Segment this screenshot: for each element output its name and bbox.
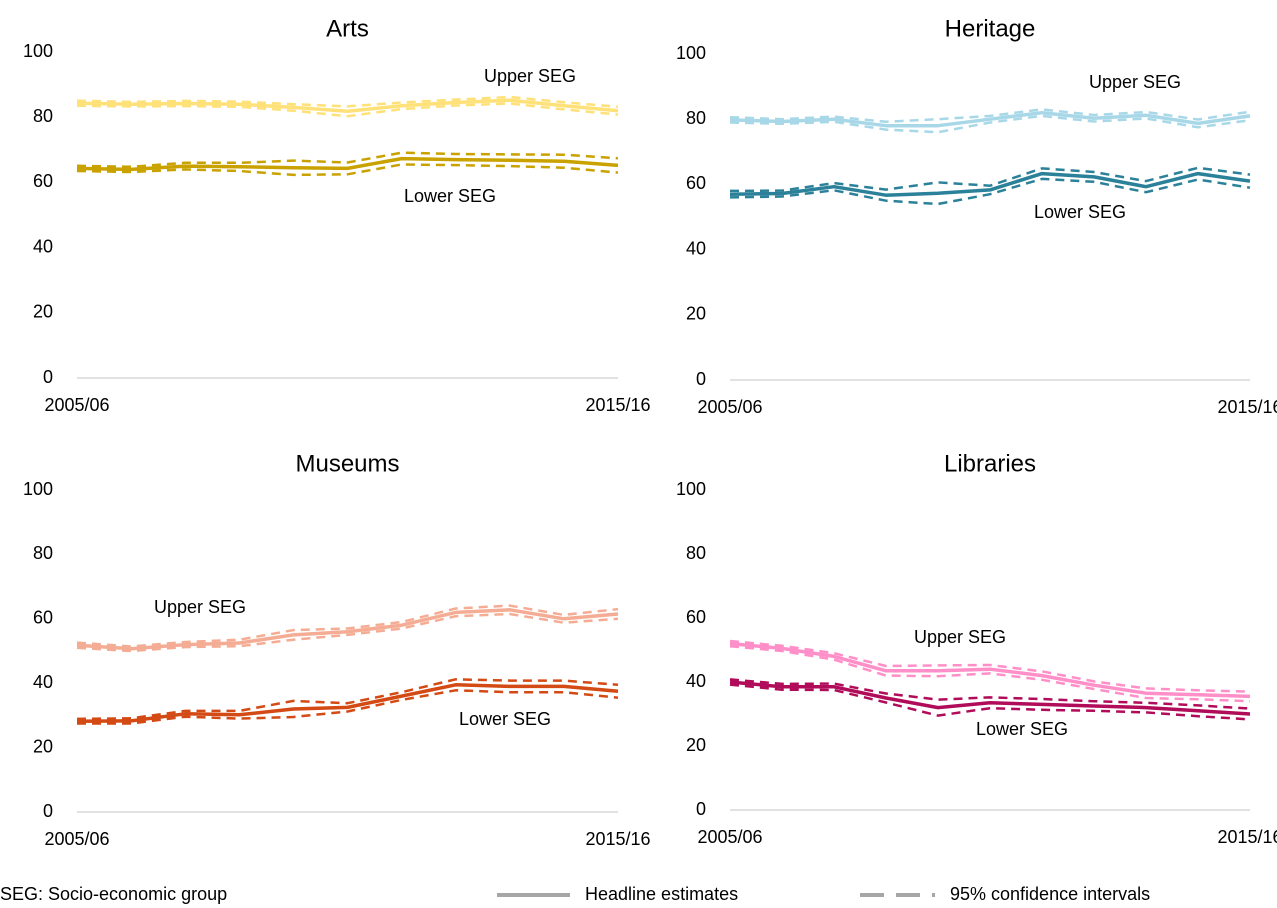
y-tick-label: 40 [686,238,706,258]
y-tick-label: 100 [23,41,53,61]
series-label: Lower SEG [976,719,1068,739]
ci-line [76,678,619,721]
y-tick-label: 20 [33,736,53,756]
ci-line [77,689,619,725]
series-line [76,608,619,651]
chart-title: Libraries [944,450,1036,477]
y-tick-label: 60 [686,173,706,193]
y-tick-label: 40 [686,671,706,691]
y-tick-label: 80 [686,543,706,563]
y-tick-label: 20 [686,735,706,755]
series-line [76,98,619,114]
series-line [729,110,1251,128]
y-tick-label: 100 [676,479,706,499]
y-tick-label: 0 [696,369,706,389]
ci-line [76,102,619,118]
ci-line [76,163,619,177]
y-tick-label: 0 [696,799,706,819]
x-tick-label: 2005/06 [44,829,109,849]
x-tick-label: 2015/16 [1217,397,1277,417]
series-label: Upper SEG [484,66,576,86]
y-tick-label: 40 [33,236,53,256]
series-label: Upper SEG [154,597,246,617]
ci-line [729,114,1251,134]
x-tick-label: 2015/16 [585,395,650,415]
y-tick-label: 60 [33,171,53,191]
ci-line [76,604,619,648]
ci-line [76,95,619,109]
y-tick-label: 20 [33,302,53,322]
series-label: Upper SEG [1089,72,1181,92]
ci-line [729,644,1251,703]
x-tick-label: 2015/16 [1217,827,1277,847]
legend-label: 95% confidence intervals [950,884,1150,904]
series-line [76,683,619,723]
ci-line [729,639,1251,693]
ci-line [729,683,1251,721]
x-tick-label: 2005/06 [697,397,762,417]
ci-line [729,678,1251,710]
series-line [729,171,1251,197]
chart-title: Museums [295,450,399,477]
ci-line [76,151,619,169]
chart-title: Arts [326,15,369,42]
y-tick-label: 40 [33,672,53,692]
series-line [729,680,1251,716]
y-tick-label: 60 [33,608,53,628]
y-tick-label: 100 [676,43,706,63]
y-tick-label: 0 [43,801,53,821]
x-tick-label: 2005/06 [697,827,762,847]
y-tick-label: 80 [33,106,53,126]
y-tick-label: 0 [43,367,53,387]
x-tick-label: 2005/06 [44,395,109,415]
chart-title: Heritage [945,15,1036,42]
ci-line [729,108,1251,124]
series-line [729,641,1251,699]
x-tick-label: 2015/16 [585,829,650,849]
series-label: Lower SEG [404,186,496,206]
series-label: Upper SEG [914,627,1006,647]
y-tick-label: 20 [686,304,706,324]
ci-line [729,177,1251,206]
y-tick-label: 100 [23,479,53,499]
ci-line [76,612,619,653]
footer-note: SEG: Socio-economic group [0,884,227,904]
legend-label: Headline estimates [585,884,738,904]
y-tick-label: 80 [33,543,53,563]
series-label: Lower SEG [459,709,551,729]
ci-line [729,166,1251,193]
y-tick-label: 80 [686,108,706,128]
series-line [76,156,619,172]
series-label: Lower SEG [1034,202,1126,222]
y-tick-label: 60 [686,607,706,627]
